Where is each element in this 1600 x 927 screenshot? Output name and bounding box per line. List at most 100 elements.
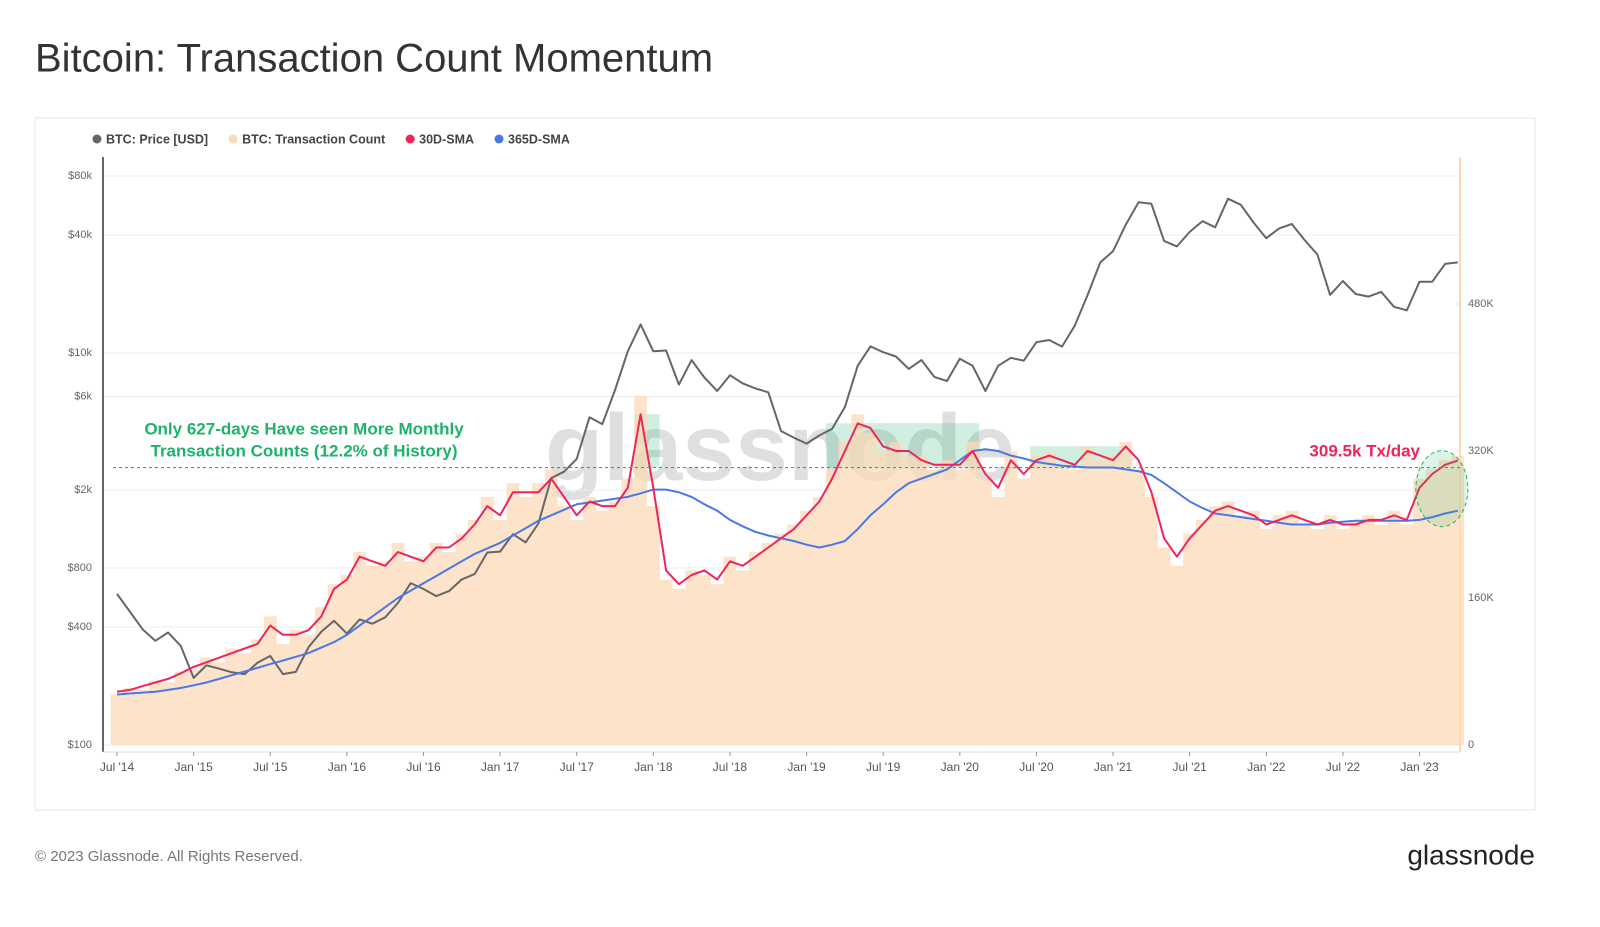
tx-count-bar <box>544 469 558 745</box>
tx-count-bar <box>302 634 315 745</box>
y-tick-label: $2k <box>74 484 92 496</box>
tx-count-bar <box>698 575 711 745</box>
x-tick-label: Jul '18 <box>713 760 748 774</box>
tx-count-bar <box>199 657 213 745</box>
tx-count-bar <box>1272 515 1286 745</box>
tx-count-bar <box>1413 478 1426 745</box>
tx-count-bar <box>927 469 941 745</box>
tx-count-bar <box>187 669 201 745</box>
tx-count-bar <box>480 496 494 745</box>
tx-count-bar <box>1081 446 1094 745</box>
tx-count-bar <box>876 451 890 745</box>
tx-count-bar <box>1030 455 1043 745</box>
tx-count-bar <box>136 689 149 745</box>
legend-marker <box>228 134 238 144</box>
tx-count-bar <box>825 469 839 745</box>
tx-count-bar <box>1042 451 1056 745</box>
tx-count-bar <box>289 630 303 745</box>
y-tick-label: $6k <box>74 390 92 402</box>
tx-count-bar <box>1068 469 1082 745</box>
tx-count-bar <box>1170 565 1184 745</box>
tx-count-bar <box>557 506 571 745</box>
tx-count-bar <box>1221 501 1235 745</box>
tx-count-bar <box>455 533 469 745</box>
tx-count-bar <box>1374 524 1388 745</box>
tx-count-bar <box>978 478 992 745</box>
tx-count-bar <box>672 588 686 745</box>
annotation: Only 627-days Have seen More Monthly <box>144 419 464 438</box>
series-line <box>116 197 1458 679</box>
y-tick-label: $40k <box>68 229 92 241</box>
tx-count-bar <box>608 501 622 745</box>
tx-count-bar <box>1183 533 1197 745</box>
tx-count-bar <box>685 570 699 745</box>
x-tick-label: Jan '16 <box>328 760 367 774</box>
y-tick-label: $800 <box>68 562 92 574</box>
x-tick-label: Jan '20 <box>941 760 980 774</box>
y2-tick-label: 320K <box>1468 445 1494 457</box>
tx-count-bar <box>583 496 596 745</box>
x-tick-label: Jan '15 <box>174 760 213 774</box>
page-title: Bitcoin: Transaction Count Momentum <box>35 37 713 81</box>
series-line <box>116 448 1459 696</box>
tx-count-bar <box>506 483 520 745</box>
tx-count-bar <box>851 414 865 745</box>
tx-count-bar <box>1106 455 1120 745</box>
tx-count-bar <box>417 556 430 745</box>
tx-count-bar <box>519 496 533 745</box>
y2-tick-label: 160K <box>1468 592 1494 604</box>
series-line <box>116 413 1459 693</box>
x-tick-label: Jan '23 <box>1400 760 1439 774</box>
tx-count-bar <box>1234 515 1248 745</box>
tx-count-bar <box>327 584 341 745</box>
x-tick-label: Jul '21 <box>1173 760 1208 774</box>
tx-count-bar <box>889 441 903 745</box>
y-tick-label: $10k <box>68 347 92 359</box>
tx-count-bar <box>1132 469 1145 745</box>
tx-count-bar <box>1017 478 1031 745</box>
y-tick-label: $400 <box>68 621 92 633</box>
y-tick-label: $80k <box>68 170 92 182</box>
tx-count-bar <box>1336 529 1350 745</box>
tx-count-bar <box>915 455 928 745</box>
legend-label: 30D-SMA <box>419 132 474 146</box>
tx-count-bar <box>353 552 367 745</box>
tx-count-bar <box>1196 519 1209 745</box>
tx-count-bar <box>864 432 877 745</box>
chart-frame <box>34 117 1536 811</box>
annotation: 309.5k Tx/day <box>1309 441 1420 460</box>
x-tick-label: Jul '16 <box>406 760 441 774</box>
tx-count-bar <box>646 506 660 745</box>
tx-count-bar <box>621 478 635 745</box>
tx-count-bar <box>1298 524 1312 745</box>
tx-count-bar <box>314 607 328 745</box>
x-tick-label: Jul '20 <box>1019 760 1054 774</box>
tx-count-bar <box>391 542 405 745</box>
highlight-ellipse <box>1415 450 1469 528</box>
tx-count-bar <box>378 561 392 745</box>
tx-count-bar <box>812 496 826 745</box>
legend-label: 365D-SMA <box>508 132 570 146</box>
tx-count-bar <box>1055 464 1069 745</box>
tx-count-bar <box>736 570 750 745</box>
x-tick-label: Jul '19 <box>866 760 901 774</box>
x-tick-label: Jul '15 <box>253 760 288 774</box>
tx-count-bar <box>940 460 954 745</box>
tx-count-bar <box>404 561 418 745</box>
x-tick-label: Jan '17 <box>481 760 520 774</box>
tx-count-bar <box>174 671 188 745</box>
tx-count-bar <box>161 682 175 745</box>
tx-count-bar <box>1310 529 1324 745</box>
tx-count-bar <box>710 584 724 745</box>
x-tick-label: Jul '22 <box>1326 760 1361 774</box>
tx-count-bar <box>251 639 264 745</box>
tx-count-bar <box>838 441 852 745</box>
x-tick-label: Jan '21 <box>1094 760 1133 774</box>
tx-count-bar <box>110 694 124 745</box>
tx-count-bar <box>1247 510 1260 745</box>
tx-count-bar <box>238 653 252 745</box>
tx-count-bar <box>1285 510 1299 745</box>
tx-count-bar <box>148 680 162 745</box>
